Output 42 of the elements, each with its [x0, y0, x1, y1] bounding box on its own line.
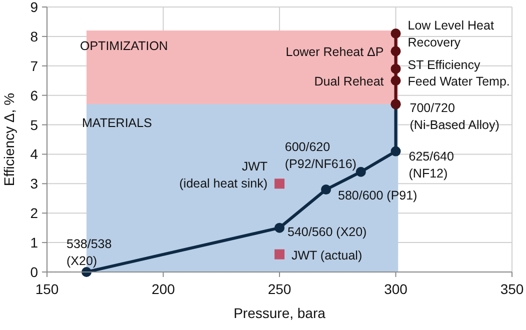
- point: [390, 64, 401, 74]
- y-tick-label: 3: [30, 176, 38, 192]
- point: [274, 178, 284, 189]
- y-axis-title: Efficiency Δ, %: [1, 92, 17, 186]
- y-tick-label: 7: [30, 58, 38, 74]
- y-tick-label: 5: [30, 116, 38, 133]
- annotation: ST Efficiency: [408, 58, 481, 72]
- y-tick-label: 0: [30, 264, 38, 280]
- annotation: Lower Reheat ΔP: [286, 45, 384, 60]
- point: [390, 46, 401, 56]
- annotation: 700/720 (Ni-Based Alloy): [410, 101, 500, 132]
- point: [390, 146, 401, 156]
- x-tick-label: 300: [384, 281, 408, 297]
- x-tick-label: 350: [500, 281, 524, 297]
- annotation: Low Level Heat Recovery: [408, 18, 494, 50]
- annotation: 600/620 (P92/NF616): [284, 140, 356, 171]
- x-tick-label: 150: [35, 281, 59, 297]
- point: [390, 28, 401, 38]
- annotation: 580/600 (P91): [338, 188, 418, 203]
- point: [356, 166, 366, 177]
- point: [390, 76, 401, 86]
- annotation: JWT (actual): [292, 248, 362, 262]
- x-tick-label: 200: [152, 281, 176, 297]
- y-tick-label: 4: [30, 146, 38, 162]
- y-tick-label: 8: [30, 28, 38, 44]
- y-tick-label: 2: [30, 205, 38, 222]
- y-tick-label: 6: [30, 87, 38, 104]
- point: [274, 222, 284, 233]
- y-tick-label: 9: [30, 0, 38, 15]
- annotation: MATERIALS: [82, 116, 152, 130]
- annotation: Dual Reheat: [314, 74, 384, 89]
- x-axis-title: Pressure, bara: [234, 305, 326, 321]
- annotation: JWT (ideal heat sink): [179, 160, 268, 191]
- annotation: 540/560 (X20): [288, 224, 367, 239]
- annotation: Feed Water Temp.: [408, 74, 510, 89]
- x-tick-label: 250: [268, 281, 292, 297]
- annotation: 625/640 (NF12): [408, 149, 454, 180]
- y-tick-label: 1: [30, 234, 38, 251]
- point: [274, 249, 284, 260]
- annotation: 538/538 (X20): [66, 237, 112, 268]
- annotation: OPTIMIZATION: [80, 39, 168, 53]
- point: [321, 184, 331, 195]
